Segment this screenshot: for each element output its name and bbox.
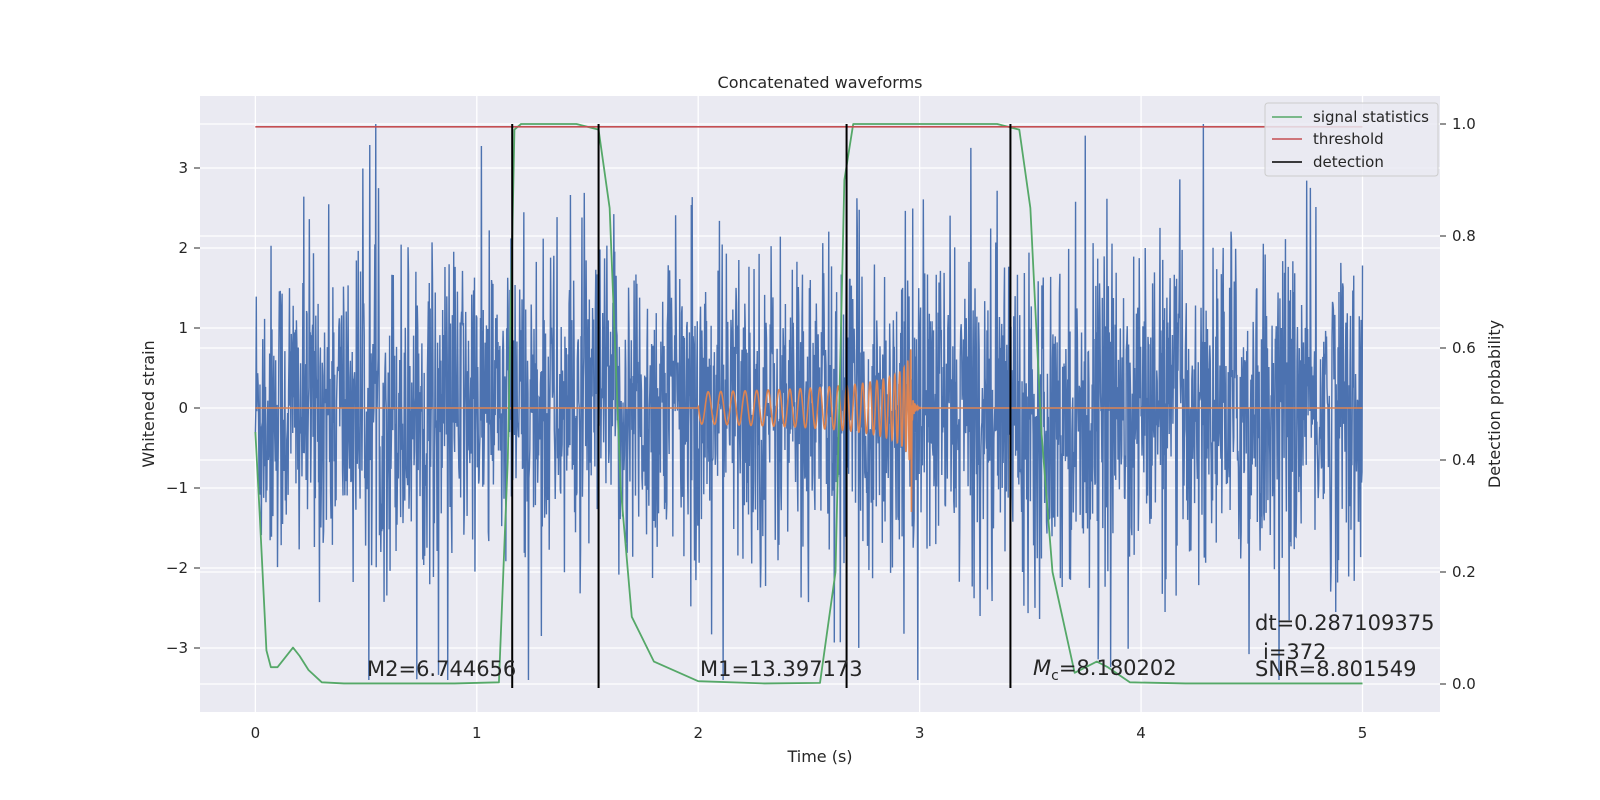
x-tick-label: 1: [472, 724, 482, 742]
annotation-dt: dt=0.287109375: [1255, 611, 1434, 635]
chart-title: Concatenated waveforms: [718, 73, 923, 92]
y-right-tick-label: 1.0: [1452, 115, 1476, 133]
y-tick-label: 2: [178, 239, 188, 257]
noise-line: [254, 123, 1364, 681]
signal-statistics-line: [254, 123, 1363, 685]
x-tick-label: 0: [251, 724, 261, 742]
legend: signal statistics threshold detection: [1264, 102, 1439, 177]
legend-label-signal-statistics: signal statistics: [1313, 108, 1429, 126]
x-tick-label: 3: [915, 724, 925, 742]
y-tick-label: 0: [178, 399, 188, 417]
y-axis-label: Whitened strain: [139, 340, 158, 467]
signal-statistics-series: [254, 123, 1363, 685]
y-tick-label: −3: [166, 639, 188, 657]
annotation-index: i=372: [1263, 640, 1327, 664]
y-right-tick-label: 0.8: [1452, 227, 1476, 245]
y-right-tick-label: 0.6: [1452, 339, 1476, 357]
annotation-m2: M2=6.744656: [367, 657, 516, 681]
legend-box: [1264, 102, 1439, 177]
x-tick-label: 5: [1358, 724, 1368, 742]
waveform-chirp: [697, 349, 922, 513]
y-right-axis-label: Detection probability: [1485, 320, 1504, 488]
detection-series: [511, 124, 1012, 688]
y-tick-label: 1: [178, 319, 188, 337]
y-tick-label: 3: [178, 159, 188, 177]
annotations: M2=6.744656 M1=13.397173 Mc=8.180202 dt=…: [367, 611, 1434, 684]
noise-series: [254, 123, 1364, 681]
y-right-tick-label: 0.0: [1452, 675, 1476, 693]
chirp-mass-symbol: M: [1033, 656, 1051, 680]
annotation-chirp-mass: Mc=8.180202: [1033, 656, 1177, 684]
y-tick-label: −1: [166, 479, 188, 497]
legend-label-detection: detection: [1313, 153, 1384, 171]
y-right-tick-label: 0.4: [1452, 451, 1476, 469]
legend-label-threshold: threshold: [1313, 130, 1384, 148]
x-axis-label: Time (s): [786, 747, 852, 766]
waveform-series: [255, 349, 1363, 513]
axes: 0 1 2 3 4 5 −3 −2 −1 0 1 2 3 0.0 0.2 0.4 0.6 0.8 1.0: [166, 115, 1476, 742]
x-tick-label: 4: [1136, 724, 1146, 742]
annotation-snr: SNR=8.801549: [1255, 657, 1416, 681]
y-tick-label: −2: [166, 559, 188, 577]
x-tick-label: 2: [693, 724, 703, 742]
y-right-tick-label: 0.2: [1452, 563, 1476, 581]
chirp-mass-value: =8.180202: [1059, 656, 1177, 680]
chirp-mass-subscript: c: [1051, 668, 1059, 684]
annotation-m1: M1=13.397173: [700, 657, 863, 681]
